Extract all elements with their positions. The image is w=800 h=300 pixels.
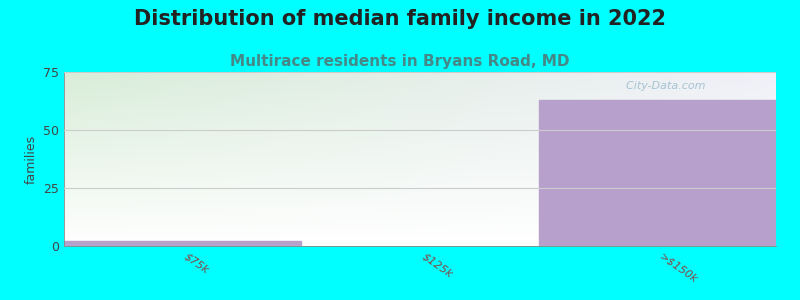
Y-axis label: families: families (25, 134, 38, 184)
Bar (538, 100, 776, 246)
Text: City-Data.com: City-Data.com (619, 81, 706, 91)
Bar (64, 242, 302, 246)
Text: Distribution of median family income in 2022: Distribution of median family income in … (134, 9, 666, 29)
Text: Multirace residents in Bryans Road, MD: Multirace residents in Bryans Road, MD (230, 54, 570, 69)
